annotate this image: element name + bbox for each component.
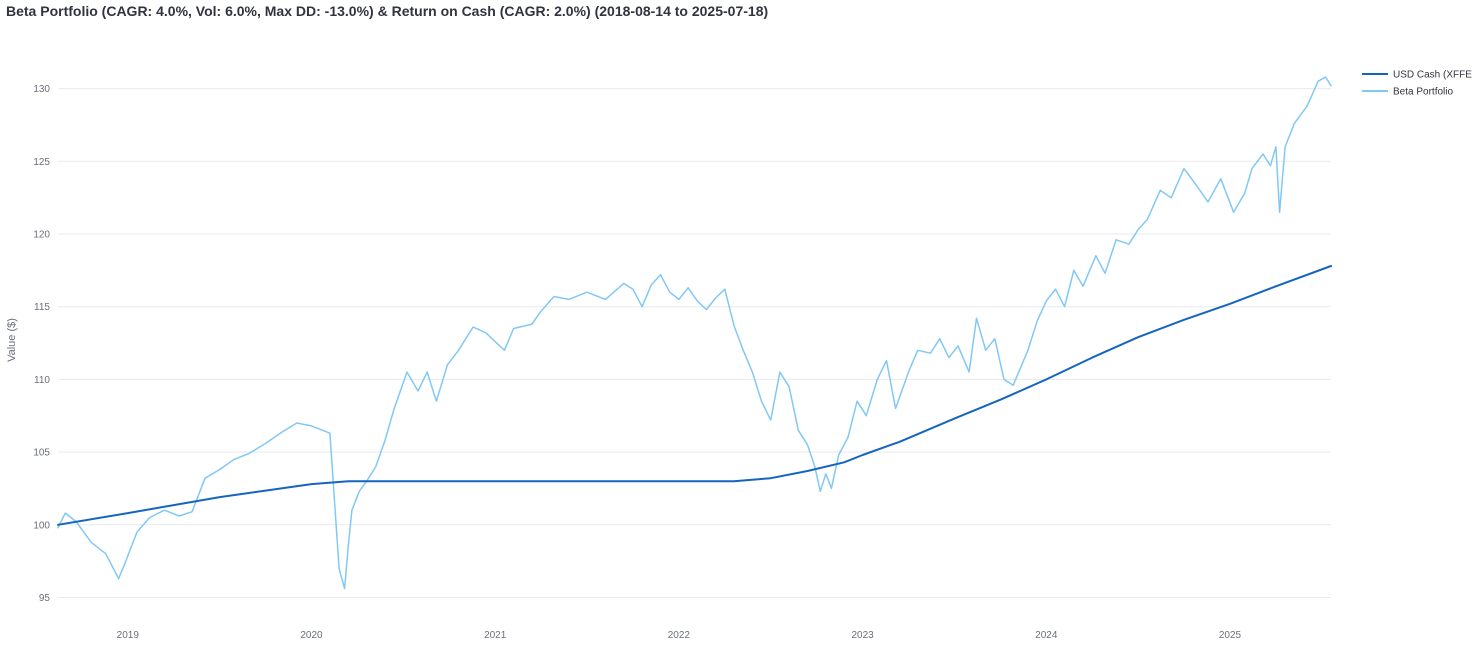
- y-axis-ticks: 95 100 105 110 115 120 125 130: [33, 84, 50, 604]
- chart-title: Beta Portfolio (CAGR: 4.0%, Vol: 6.0%, M…: [6, 3, 769, 19]
- y-tick-label: 130: [33, 84, 50, 95]
- series-line-usd-cash-xffe: [57, 265, 1332, 526]
- y-tick-label: 120: [33, 230, 50, 241]
- y-tick-label: 100: [33, 520, 50, 531]
- y-tick-label: 95: [39, 593, 51, 604]
- x-tick-label: 2022: [668, 630, 691, 641]
- legend-item[interactable]: Beta Portfolio: [1362, 87, 1453, 98]
- x-tick-label: 2020: [300, 630, 323, 641]
- gridlines: [58, 88, 1331, 598]
- legend[interactable]: USD Cash (XFFE) Beta Portfolio: [1362, 70, 1472, 98]
- y-tick-label: 125: [33, 157, 50, 168]
- legend-label: USD Cash (XFFE): [1393, 70, 1472, 81]
- x-axis-ticks: 2019 2020 2021 2022 2023 2024 2025: [117, 630, 1242, 641]
- y-tick-label: 115: [34, 302, 50, 313]
- y-tick-label: 105: [33, 448, 50, 459]
- legend-item[interactable]: USD Cash (XFFE): [1362, 70, 1472, 81]
- x-tick-label: 2019: [117, 630, 140, 641]
- x-tick-label: 2025: [1219, 630, 1242, 641]
- series-line-beta-portfolio: [57, 76, 1332, 590]
- x-tick-label: 2021: [484, 630, 507, 641]
- x-tick-label: 2024: [1035, 630, 1058, 641]
- x-tick-label: 2023: [851, 630, 874, 641]
- y-tick-label: 110: [34, 375, 50, 386]
- legend-label: Beta Portfolio: [1393, 87, 1453, 98]
- y-axis-title: Value ($): [6, 318, 18, 362]
- series-lines: [57, 76, 1332, 590]
